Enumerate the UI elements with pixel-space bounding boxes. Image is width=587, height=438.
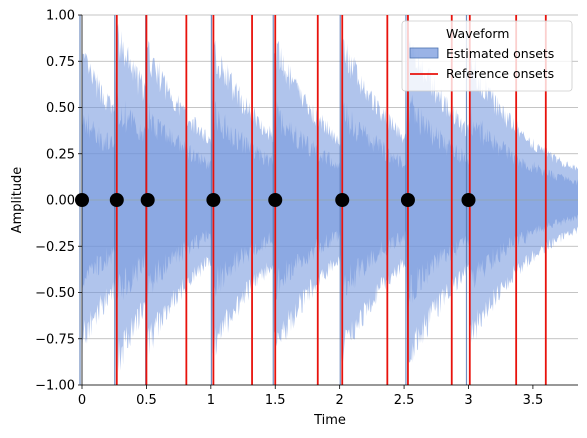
- estimated-onset-point: [206, 193, 221, 207]
- y-tick-label: 0.00: [46, 194, 75, 209]
- estimated-onset-point: [461, 193, 476, 207]
- x-tick-label: 3.5: [523, 393, 544, 408]
- legend-label-reference: Reference onsets: [446, 66, 554, 81]
- y-tick-label: 0.75: [46, 55, 75, 70]
- y-axis-label: Amplitude: [10, 167, 25, 234]
- x-tick-label: 1: [207, 393, 215, 408]
- x-tick-label: 0: [78, 393, 86, 408]
- axes: −1.00−0.75−0.50−0.250.000.250.500.751.00…: [35, 9, 578, 408]
- waveform-inner: [82, 89, 578, 309]
- x-tick-label: 0.5: [136, 393, 157, 408]
- y-tick-label: 0.25: [46, 147, 75, 162]
- estimated-onset-point: [140, 193, 155, 207]
- estimated-onset-point: [268, 193, 283, 207]
- x-axis-label: Time: [313, 413, 346, 428]
- legend-box: [401, 20, 573, 92]
- x-tick-label: 1.5: [265, 393, 286, 408]
- y-tick-label: −1.00: [35, 379, 75, 394]
- estimated-onset-point: [335, 193, 350, 207]
- estimated-onset-point: [109, 193, 124, 207]
- x-tick-label: 2.5: [394, 393, 415, 408]
- x-tick-label: 2: [336, 393, 344, 408]
- y-tick-label: 1.00: [46, 9, 75, 24]
- legend-label-waveform: Waveform: [446, 26, 509, 41]
- y-tick-label: −0.25: [35, 240, 75, 255]
- estimated-onset-point: [400, 193, 415, 207]
- y-tick-label: −0.75: [35, 332, 75, 347]
- waveform-area: [82, 22, 578, 377]
- legend: Waveform Estimated onsets Reference onsets: [401, 20, 573, 92]
- legend-label-estimated: Estimated onsets: [446, 46, 554, 61]
- y-tick-label: −0.50: [35, 286, 75, 301]
- legend-swatch-estimated: [409, 47, 439, 59]
- x-tick-label: 3: [464, 393, 472, 408]
- y-tick-label: 0.50: [46, 101, 75, 116]
- estimated-onset-markers: [75, 193, 476, 207]
